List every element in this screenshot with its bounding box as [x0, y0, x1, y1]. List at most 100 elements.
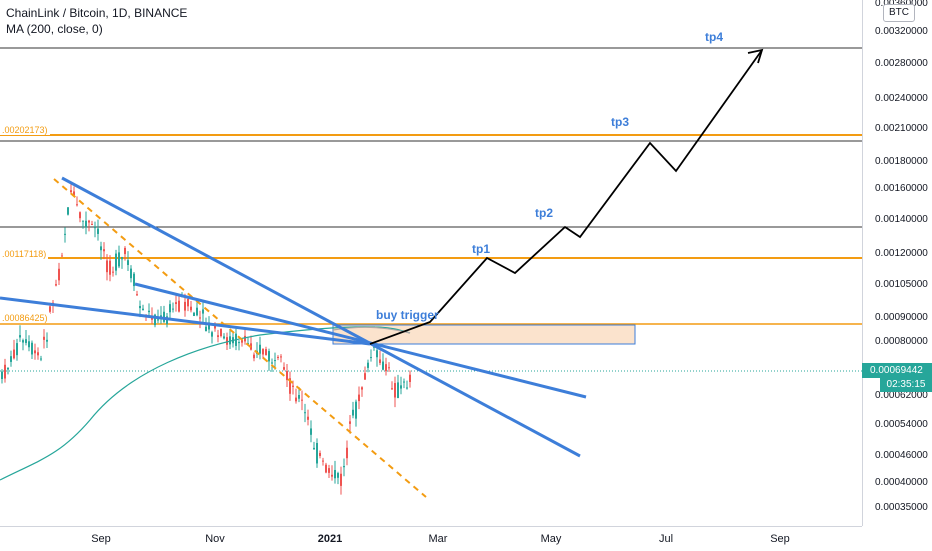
- price-axis[interactable]: 0.00360000 0.00320000 0.00280000 0.00240…: [862, 0, 932, 526]
- candle-body: [163, 311, 165, 322]
- candle-body: [319, 452, 321, 456]
- candle-body: [187, 298, 189, 307]
- candle-body: [172, 308, 174, 310]
- currency-badge[interactable]: BTC: [883, 4, 915, 22]
- current-price-label: 0.00069442: [862, 363, 932, 378]
- candle-body: [127, 260, 129, 266]
- candle-body: [271, 362, 273, 364]
- candle-body: [61, 255, 63, 257]
- symbol-title[interactable]: ChainLink / Bitcoin, 1D, BINANCE: [6, 6, 188, 20]
- candle-body: [217, 335, 219, 337]
- candle-body: [88, 220, 90, 223]
- candle-body: [7, 367, 9, 370]
- candle-body: [73, 191, 75, 196]
- candle-body: [46, 339, 48, 342]
- tp3-label: tp3: [611, 115, 629, 129]
- level-label-tp1: .00117118): [0, 249, 49, 259]
- candle-body: [85, 220, 87, 228]
- projection-path: [369, 49, 763, 345]
- price-tick: 0.00062000: [875, 390, 928, 401]
- candle-body: [316, 443, 318, 464]
- candle-body: [202, 309, 204, 314]
- candle-body: [346, 447, 348, 459]
- candle-body: [37, 352, 39, 356]
- price-tick: 0.00240000: [875, 93, 928, 104]
- candle-body: [238, 342, 240, 344]
- time-tick: Sep: [770, 533, 790, 545]
- candle-body: [1, 371, 3, 380]
- price-tick: 0.00180000: [875, 156, 928, 167]
- candle-body: [82, 220, 84, 222]
- time-tick: Sep: [91, 533, 111, 545]
- candle-body: [325, 464, 327, 473]
- candle-body: [121, 257, 123, 260]
- candle-body: [253, 354, 255, 359]
- candle-body: [10, 356, 12, 362]
- candle-body: [91, 223, 93, 225]
- candle-body: [274, 360, 276, 362]
- time-tick: Jul: [658, 533, 674, 545]
- price-tick: 0.00280000: [875, 58, 928, 69]
- price-tick: 0.00040000: [875, 477, 928, 488]
- time-tick: May: [540, 533, 562, 545]
- candle-body: [259, 344, 261, 354]
- candle-body: [196, 307, 198, 316]
- candle-body: [178, 300, 180, 312]
- candle-body: [364, 373, 366, 380]
- level-label-buy: .00086425): [0, 313, 50, 323]
- candle-body: [58, 268, 60, 281]
- candle-body: [13, 349, 15, 359]
- chart-area[interactable]: ChainLink / Bitcoin, 1D, BINANCE MA (200…: [0, 0, 862, 526]
- candle-body: [112, 271, 114, 273]
- indicator-label[interactable]: MA (200, close, 0): [6, 22, 103, 36]
- candle-body: [280, 356, 282, 358]
- candle-body: [49, 306, 51, 312]
- chart-canvas[interactable]: [0, 0, 862, 526]
- candle-body: [31, 342, 33, 355]
- candle-body: [244, 335, 246, 342]
- candle-body: [139, 306, 141, 309]
- candle-body: [25, 339, 27, 343]
- candle-body: [241, 340, 243, 343]
- price-tick: 0.00054000: [875, 419, 928, 430]
- candle-body: [331, 474, 333, 477]
- candle-body: [205, 326, 207, 332]
- candle-body: [373, 346, 375, 348]
- trendline-secondary: [134, 282, 587, 399]
- candle-body: [79, 212, 81, 219]
- candle-body: [115, 253, 117, 271]
- candle-body: [130, 268, 132, 279]
- candle-body: [70, 190, 72, 193]
- candle-body: [67, 207, 69, 215]
- price-tick: 0.00120000: [875, 248, 928, 259]
- price-tick: 0.00080000: [875, 336, 928, 347]
- candle-body: [262, 349, 264, 355]
- dashed-trendline: [53, 178, 427, 498]
- candle-body: [106, 260, 108, 273]
- candle-body: [265, 349, 267, 356]
- price-tick: 0.00046000: [875, 450, 928, 461]
- candle-body: [367, 362, 369, 368]
- candle-body: [385, 364, 387, 372]
- trendline-main: [61, 176, 581, 458]
- candle-body: [286, 371, 288, 381]
- candle-body: [388, 367, 390, 369]
- candle-body: [382, 361, 384, 370]
- candle-body: [355, 401, 357, 419]
- candle-body: [268, 351, 270, 362]
- candle-body: [184, 301, 186, 311]
- candle-body: [28, 341, 30, 348]
- candle-body: [100, 246, 102, 251]
- price-tick: 0.00210000: [875, 123, 928, 134]
- candle-body: [337, 473, 339, 478]
- ma-line: [0, 326, 411, 481]
- candle-body: [295, 397, 297, 402]
- candle-body: [55, 284, 57, 286]
- candle-body: [76, 204, 78, 206]
- candle-body: [169, 304, 171, 313]
- time-axis[interactable]: Sep Nov 2021 Mar May Jul Sep: [0, 526, 862, 551]
- candle-body: [124, 247, 126, 255]
- candle-body: [343, 466, 345, 468]
- candle-body: [64, 233, 66, 235]
- candle-body: [220, 329, 222, 337]
